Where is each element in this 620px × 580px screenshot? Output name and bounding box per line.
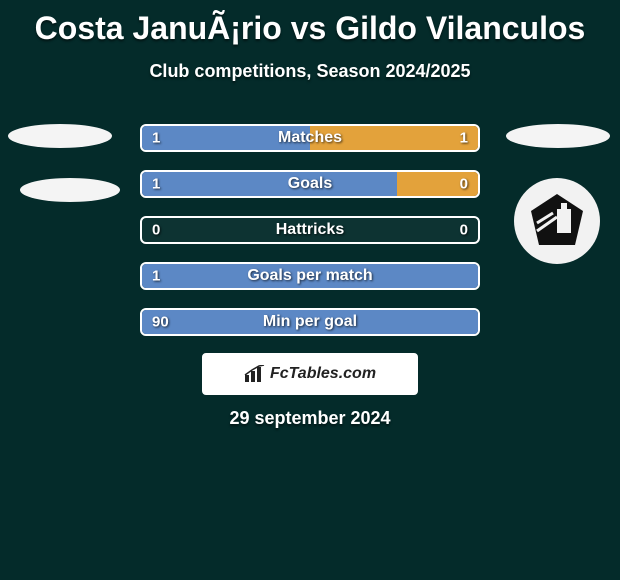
stat-row: 10Goals [140, 170, 480, 198]
subtitle: Club competitions, Season 2024/2025 [0, 61, 620, 82]
player-right-club-badge [514, 178, 600, 264]
stat-row: 90Min per goal [140, 308, 480, 336]
brand-logo: FcTables.com [202, 353, 418, 395]
stat-label: Goals [142, 175, 478, 193]
academica-badge-icon [527, 191, 587, 251]
stat-label: Goals per match [142, 267, 478, 285]
player-left-avatar-2 [20, 178, 120, 202]
player-right-avatar-1 [506, 124, 610, 148]
stat-label: Min per goal [142, 313, 478, 331]
footer-date: 29 september 2024 [0, 408, 620, 429]
stat-row: 11Matches [140, 124, 480, 152]
brand-text: FcTables.com [270, 365, 376, 383]
stat-row: 1Goals per match [140, 262, 480, 290]
stat-row: 00Hattricks [140, 216, 480, 244]
stat-label: Hattricks [142, 221, 478, 239]
stats-container: 11Matches 10Goals 00Hattricks 1Goals per ma… [140, 124, 480, 354]
bars-icon [244, 365, 266, 383]
stat-label: Matches [142, 129, 478, 147]
page-title: Costa JanuÃ¡rio vs Gildo Vilanculos [0, 0, 620, 47]
player-left-avatar-1 [8, 124, 112, 148]
